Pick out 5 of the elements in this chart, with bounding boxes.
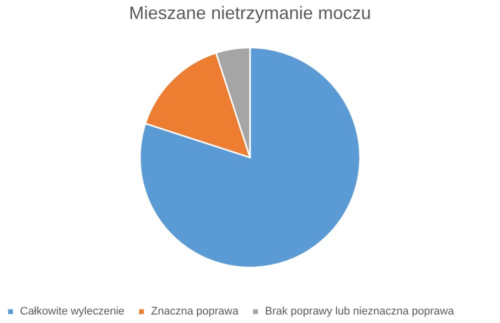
pie-slice — [139, 46, 361, 268]
legend-label: Całkowite wyleczenie — [20, 306, 125, 318]
legend-label: Brak poprawy lub nieznaczna poprawa — [265, 306, 455, 318]
chart-title: Mieszane nietrzymanie moczu — [128, 3, 372, 23]
legend-label: Znaczna poprawa — [151, 306, 240, 318]
